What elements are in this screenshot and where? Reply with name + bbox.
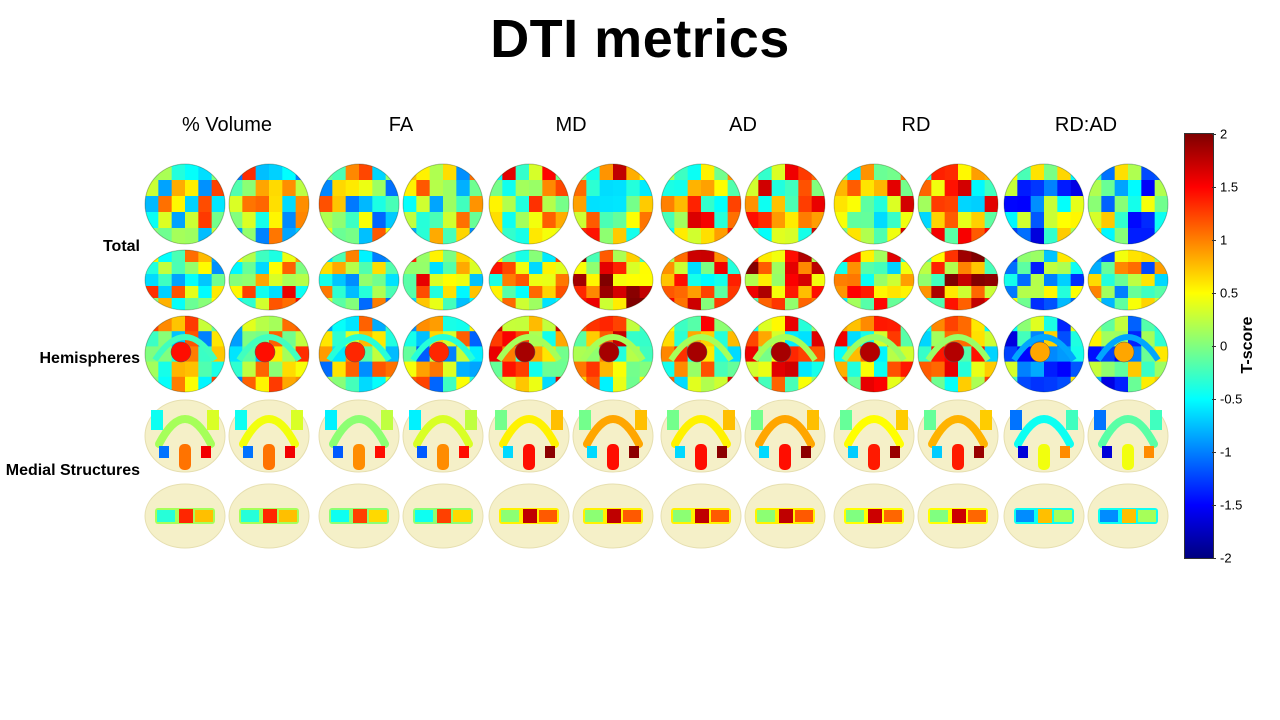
brain-render <box>833 163 915 245</box>
brain-render <box>744 249 826 311</box>
colorbar-tick-label: 0.5 <box>1220 285 1239 301</box>
colorbar <box>1184 133 1214 559</box>
brain-render <box>228 249 310 311</box>
column-header-volume: % Volume <box>181 114 273 136</box>
brain-render <box>572 399 654 473</box>
colorbar-tick-label: -0.5 <box>1220 391 1243 407</box>
column-header-rd: RD <box>901 114 931 136</box>
brain-render <box>1087 315 1169 393</box>
brain-render <box>572 163 654 245</box>
brain-render <box>660 315 742 393</box>
brain-render <box>402 315 484 393</box>
brain-render <box>488 399 570 473</box>
brain-render <box>488 483 570 549</box>
brain-render <box>1003 399 1085 473</box>
brain-render <box>744 399 826 473</box>
colorbar-tick-mark <box>1212 558 1216 559</box>
brain-render <box>1003 249 1085 311</box>
colorbar-tick-label: -1 <box>1220 444 1232 460</box>
brain-render <box>402 163 484 245</box>
colorbar-tick-mark <box>1212 240 1216 241</box>
brain-render <box>744 315 826 393</box>
brain-render <box>917 315 999 393</box>
brain-render <box>318 399 400 473</box>
colorbar-tick-mark <box>1212 399 1216 400</box>
brain-render <box>833 249 915 311</box>
brain-render <box>228 163 310 245</box>
brain-render <box>402 483 484 549</box>
colorbar-tick-label: 1 <box>1220 232 1228 248</box>
brain-render <box>572 483 654 549</box>
brain-render <box>402 399 484 473</box>
brain-render <box>660 163 742 245</box>
colorbar-tick-label: 2 <box>1220 126 1228 142</box>
brain-render <box>1003 163 1085 245</box>
brain-render <box>402 249 484 311</box>
brain-render <box>744 163 826 245</box>
column-header-md: MD <box>555 114 587 136</box>
brain-render <box>660 399 742 473</box>
column-header-rdad: RD:AD <box>1054 114 1118 136</box>
brain-render <box>318 249 400 311</box>
brain-render <box>917 399 999 473</box>
brain-render <box>228 483 310 549</box>
colorbar-tick-label: -1.5 <box>1220 497 1243 513</box>
brain-render <box>488 163 570 245</box>
brain-render <box>144 399 226 473</box>
brain-render <box>1087 163 1169 245</box>
brain-render <box>318 315 400 393</box>
colorbar-tick-mark <box>1212 134 1216 135</box>
brain-render <box>1003 483 1085 549</box>
brain-render <box>1087 399 1169 473</box>
column-header-ad: AD <box>729 114 757 136</box>
brain-render <box>144 163 226 245</box>
brain-render <box>572 315 654 393</box>
colorbar-tick-label: 1.5 <box>1220 179 1239 195</box>
brain-render <box>144 315 226 393</box>
colorbar-tick-label: -2 <box>1220 550 1232 566</box>
brain-render <box>833 399 915 473</box>
brain-render <box>1003 315 1085 393</box>
brain-render <box>488 249 570 311</box>
column-header-fa: FA <box>388 114 414 136</box>
brain-render <box>660 249 742 311</box>
brain-render <box>1087 249 1169 311</box>
brain-render <box>228 399 310 473</box>
brain-render <box>660 483 742 549</box>
brain-render <box>318 483 400 549</box>
brain-render <box>488 315 570 393</box>
row-label-hemispheres: Hemispheres <box>39 350 141 367</box>
brain-render <box>1087 483 1169 549</box>
page-title: DTI metrics <box>490 9 790 69</box>
colorbar-tick-mark <box>1212 452 1216 453</box>
brain-render <box>917 163 999 245</box>
row-label-total: Total <box>102 238 140 255</box>
brain-render-grid <box>144 163 1169 549</box>
brain-render <box>833 483 915 549</box>
colorbar-tick-label: 0 <box>1220 338 1228 354</box>
colorbar-tick-mark <box>1212 187 1216 188</box>
brain-render <box>833 315 915 393</box>
colorbar-tick-mark <box>1212 293 1216 294</box>
brain-render <box>228 315 310 393</box>
brain-render <box>144 483 226 549</box>
colorbar-label: T-score <box>1239 316 1256 374</box>
brain-render <box>572 249 654 311</box>
brain-render <box>917 483 999 549</box>
brain-render <box>744 483 826 549</box>
row-label-medial-structures: Medial Structures <box>5 462 140 479</box>
colorbar-tick-mark <box>1212 346 1216 347</box>
colorbar-tick-mark <box>1212 505 1216 506</box>
brain-render <box>144 249 226 311</box>
brain-render <box>318 163 400 245</box>
brain-render <box>917 249 999 311</box>
